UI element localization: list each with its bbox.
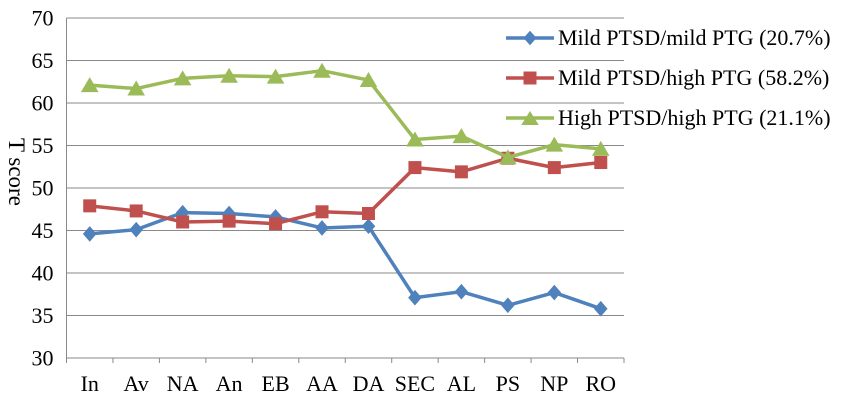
legend-item-mild-ptsd-high-ptg: Mild PTSD/high PTG (58.2%) [504,58,831,98]
square-marker [129,204,143,218]
diamond-marker [175,204,190,221]
square-marker [315,205,329,219]
x-category-label: AA [306,371,338,396]
x-category-label: In [81,371,99,396]
diamond-legend-marker-icon [506,30,554,46]
square-legend-marker-icon [506,71,554,85]
x-category-label: NP [540,371,568,396]
y-axis-title: T score [4,138,29,206]
square-marker [269,217,283,231]
square-marker [408,161,422,175]
legend-label: High PTSD/high PTG (21.1%) [558,105,831,130]
y-tick-label: 30 [32,346,54,371]
y-tick-label: 65 [32,48,54,73]
square-marker [176,215,190,229]
series-line [89,210,602,311]
triangle-marker [359,72,378,88]
legend-label: Mild PTSD/mild PTG (20.7%) [558,25,831,50]
triangle-marker [452,128,471,144]
x-category-label: RO [585,371,616,396]
triangle-marker [499,149,517,165]
y-tick-label: 60 [32,91,54,116]
legend-item-high-ptsd-high-ptg: High PTSD/high PTG (21.1%) [504,98,831,138]
triangle-marker [127,80,145,96]
legend-label: Mild PTSD/high PTG (58.2%) [558,65,830,90]
x-category-label: PS [496,371,520,396]
diamond-marker [454,283,469,300]
x-category-label: SEC [395,371,435,396]
diamond-marker [82,226,97,242]
diamond-marker [593,300,608,317]
triangle-marker [220,67,238,83]
legend-item-mild-ptsd-mild-ptg: Mild PTSD/mild PTG (20.7%) [504,18,831,58]
diamond-marker [501,297,515,314]
diamond-marker [547,284,562,301]
series-line [89,156,601,226]
diamond-marker [408,289,422,306]
x-category-label: DA [353,371,385,396]
y-tick-label: 50 [32,176,54,201]
square-marker [222,214,236,228]
square-marker [361,207,375,220]
square-marker [594,156,608,169]
triangle-marker [591,140,610,156]
x-category-label: AL [447,371,476,396]
y-tick-label: 35 [32,303,54,328]
diamond-marker [268,209,283,225]
triangle-legend-marker-icon [506,111,554,125]
series-line [89,68,601,160]
triangle-marker [313,62,331,78]
triangle-marker [173,70,192,86]
triangle-marker [406,131,424,147]
x-category-label: An [216,371,243,396]
y-tick-label: 45 [32,218,54,243]
y-tick-label: 70 [32,6,54,31]
x-category-label: EB [262,371,290,396]
y-tick-label: 55 [32,133,54,158]
triangle-marker [545,136,564,152]
triangle-marker [266,68,285,84]
legend: Mild PTSD/mild PTG (20.7%) Mild PTSD/hig… [504,18,831,138]
triangle-marker [80,77,99,93]
square-marker [547,161,561,175]
x-category-label: NA [167,371,199,396]
y-tick-label: 40 [32,261,54,286]
diamond-marker [129,221,143,238]
diamond-marker [315,220,329,236]
x-category-label: Av [124,371,149,396]
square-marker [83,199,97,213]
square-marker [454,165,468,179]
diamond-marker [361,218,376,235]
